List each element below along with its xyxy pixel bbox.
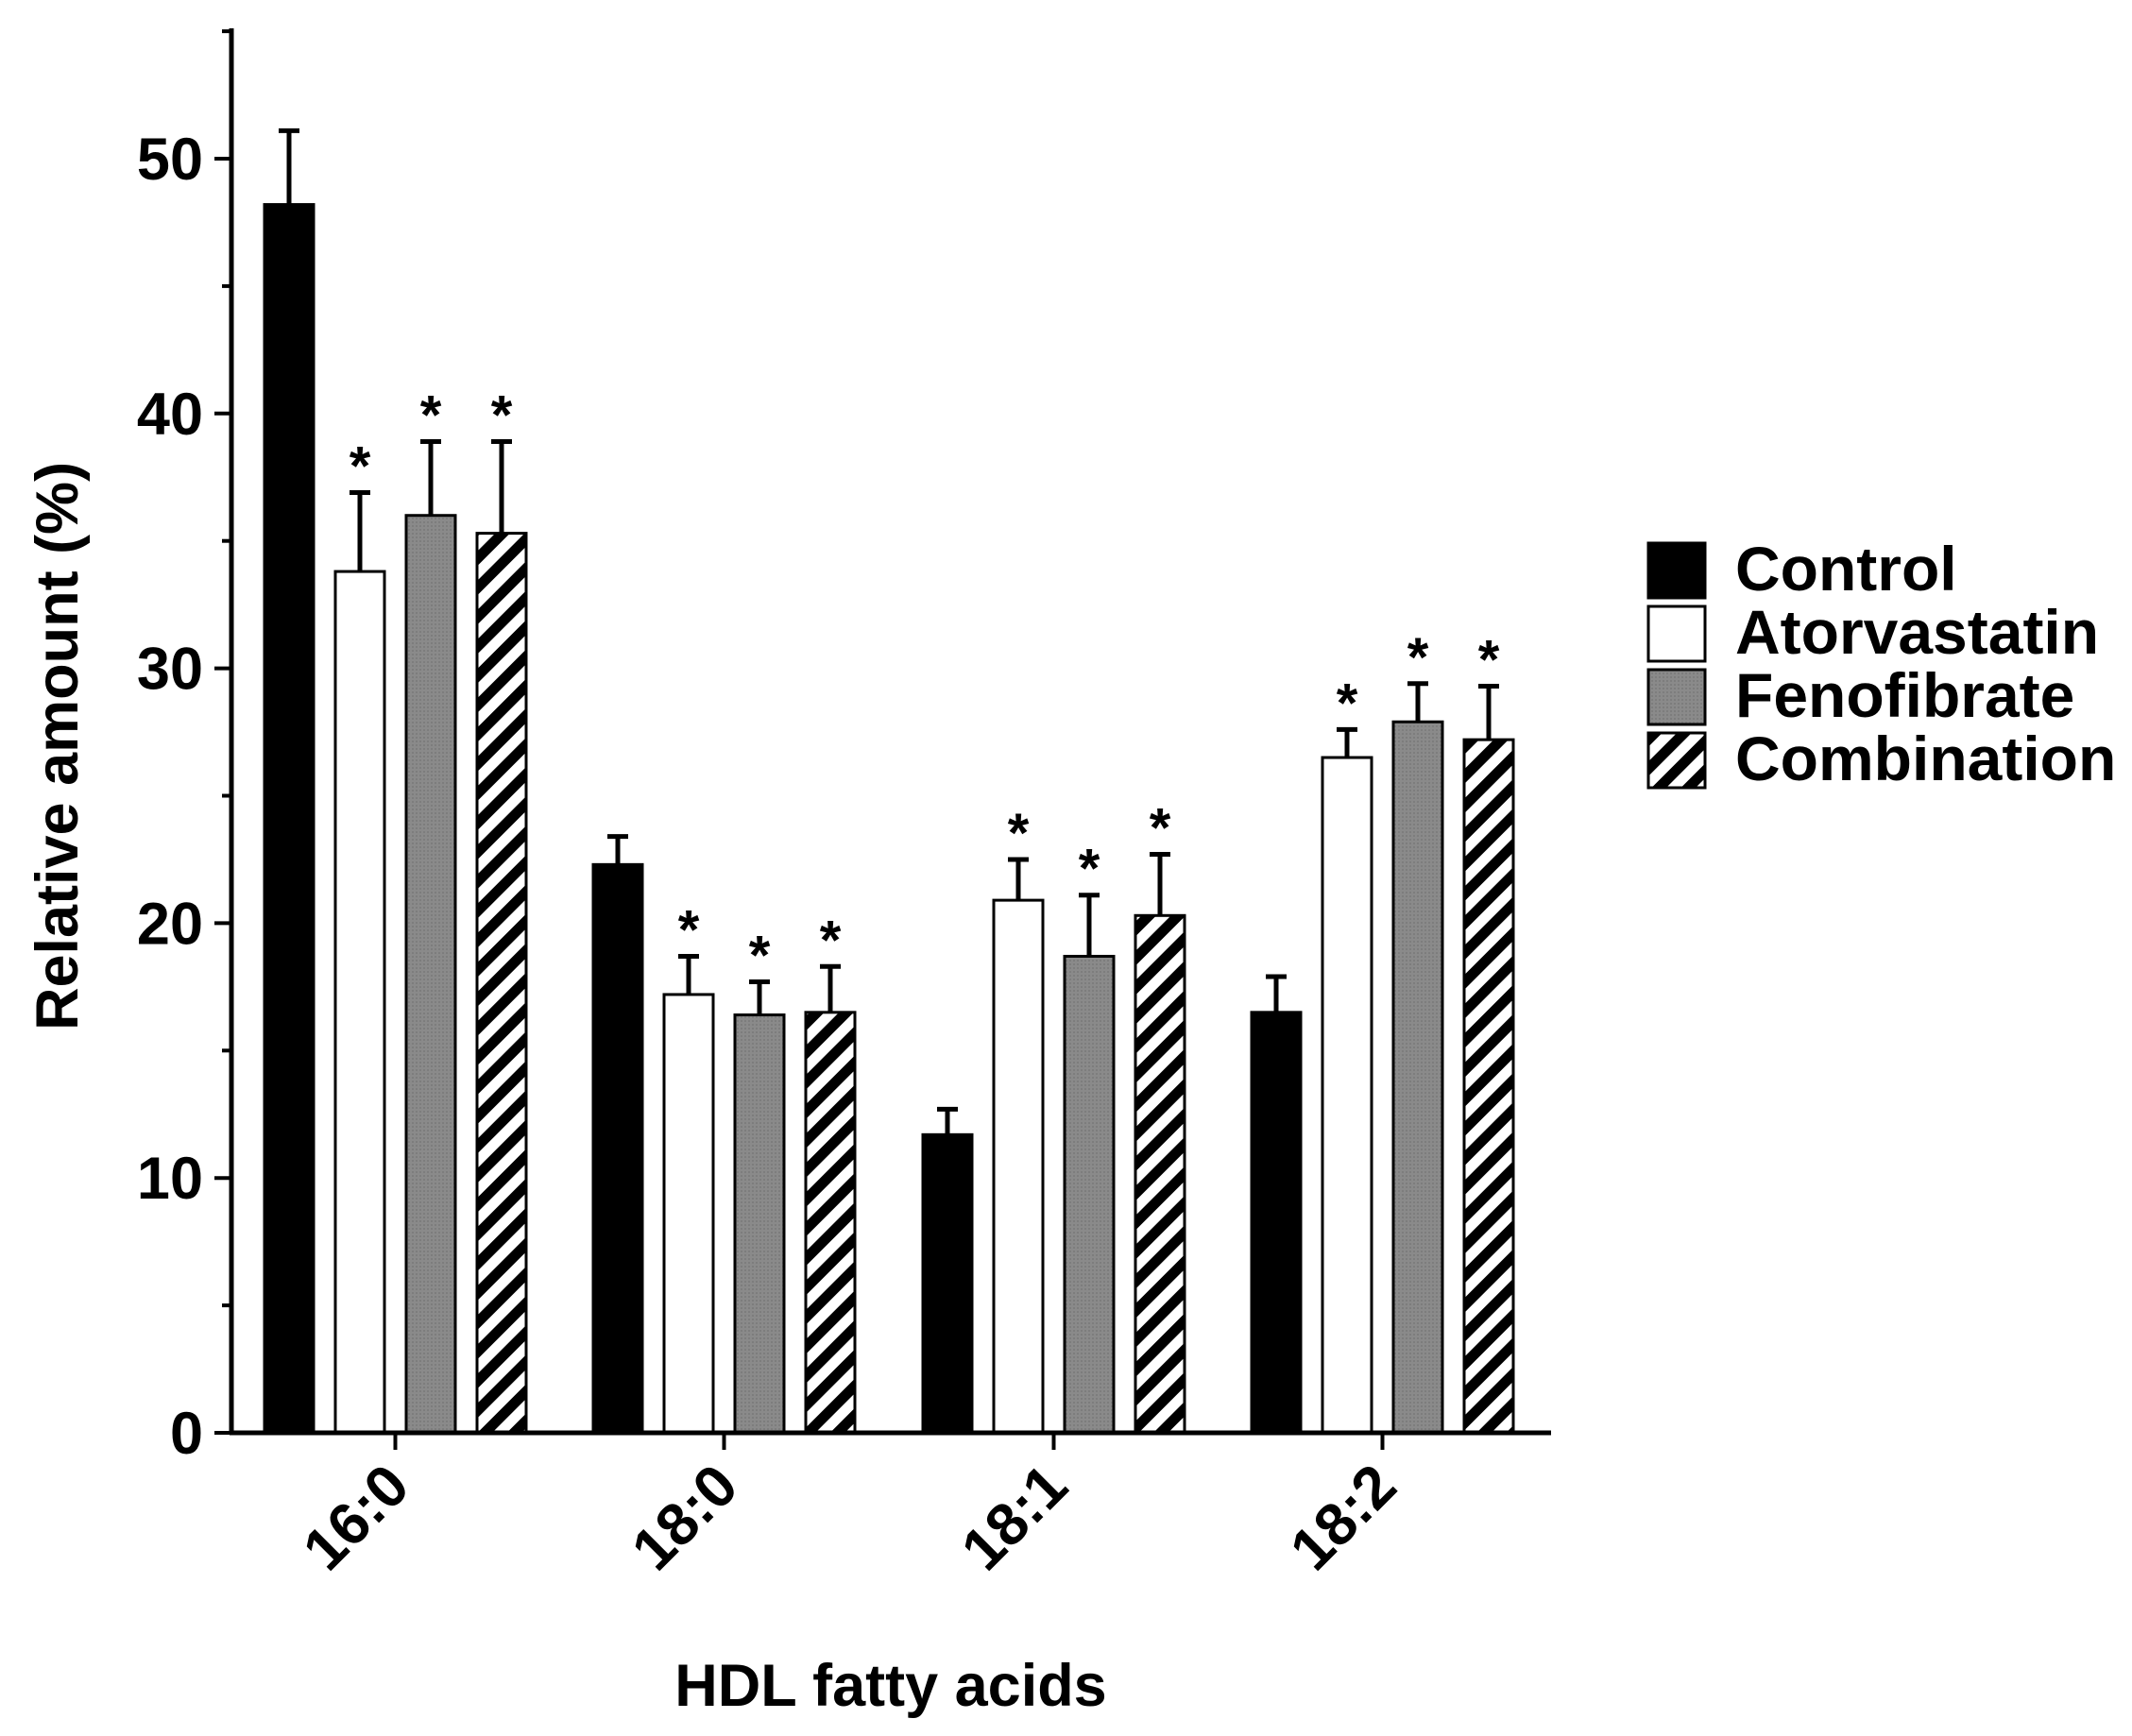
y-tick-label: 20 (137, 891, 203, 957)
significance-marker: * (1079, 839, 1100, 900)
y-tick-label: 10 (137, 1146, 203, 1212)
y-tick-label: 40 (137, 382, 203, 448)
bar-fenofibrate-18-2 (1391, 720, 1444, 1435)
y-tick-label: 50 (137, 127, 203, 193)
bar-control-18-2 (1250, 1011, 1303, 1435)
bar-atorvastatin-18-1 (992, 898, 1045, 1435)
significance-marker: * (1337, 672, 1358, 734)
legend-label-fenofibrate: Fenofibrate (1735, 660, 2074, 730)
significance-marker: * (350, 435, 371, 497)
bar-control-18-1 (921, 1132, 974, 1435)
bar-fenofibrate-18-0 (733, 1013, 786, 1435)
significance-marker: * (491, 384, 513, 446)
x-tick-label: 18:1 (949, 1452, 1081, 1583)
bar-fenofibrate-18-1 (1063, 954, 1116, 1435)
x-axis-title: HDL fatty acids (674, 1653, 1106, 1719)
legend-swatch-fenofibrate (1646, 668, 1707, 726)
error-bars-layer (279, 128, 1499, 1135)
significance-marker: * (420, 384, 442, 446)
bar-fenofibrate-16-0 (404, 514, 457, 1435)
bar-control-16-0 (263, 203, 316, 1435)
significance-marker: * (1150, 798, 1171, 859)
significance-marker: * (820, 910, 842, 971)
tick-layer (214, 29, 1385, 1450)
legend-swatch-combination (1646, 731, 1707, 790)
bar-atorvastatin-18-0 (662, 993, 715, 1435)
bar-atorvastatin-18-2 (1321, 756, 1373, 1435)
significance-marker: * (678, 899, 700, 961)
legend: ControlAtorvastatinFenofibrateCombinatio… (1646, 534, 2116, 793)
significance-marker: * (1407, 627, 1429, 689)
bar-control-18-0 (591, 862, 644, 1435)
significance-marker: * (1478, 629, 1500, 690)
y-tick-label: 0 (170, 1401, 203, 1467)
bar-combination-18-2 (1462, 738, 1515, 1435)
bar-atorvastatin-16-0 (333, 570, 386, 1435)
legend-label-control: Control (1735, 534, 1957, 604)
legend-swatch-control (1646, 541, 1707, 600)
bars-layer (263, 203, 1515, 1435)
y-tick-label: 30 (137, 637, 203, 703)
x-tick-label: 18:0 (620, 1452, 751, 1583)
bar-combination-18-1 (1134, 913, 1186, 1435)
significance-layer: * * * * * * * * * * * * (350, 384, 1500, 986)
x-tick-label: 16:0 (291, 1452, 422, 1583)
legend-label-atorvastatin: Atorvastatin (1735, 597, 2099, 667)
significance-marker: * (1008, 803, 1030, 864)
bar-combination-16-0 (475, 532, 528, 1435)
x-tick-label: 18:2 (1278, 1452, 1409, 1583)
bar-combination-18-0 (804, 1011, 857, 1435)
significance-marker: * (749, 925, 771, 986)
legend-label-combination: Combination (1735, 723, 2116, 793)
legend-swatch-atorvastatin (1646, 604, 1707, 663)
y-axis-title: Relative amount (%) (25, 462, 91, 1030)
